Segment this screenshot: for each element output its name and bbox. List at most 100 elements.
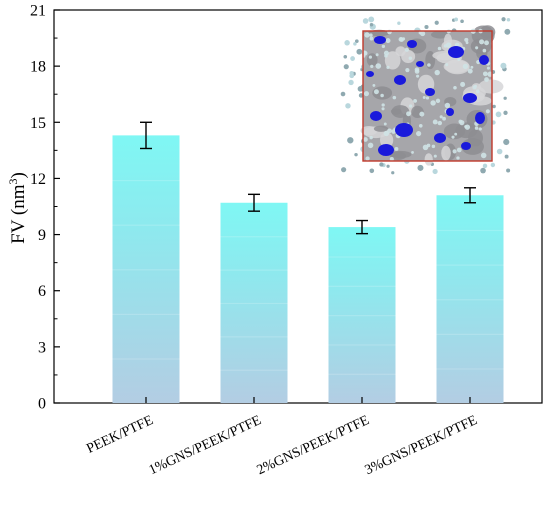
atom <box>379 162 384 167</box>
atom <box>345 103 351 109</box>
free-volume-blob <box>461 142 471 150</box>
atom <box>433 154 437 158</box>
surface-patch <box>443 123 466 140</box>
atom <box>357 86 364 92</box>
atom <box>408 104 413 108</box>
atom <box>404 47 409 52</box>
atom <box>456 156 460 160</box>
atom <box>422 96 426 100</box>
atom <box>457 57 461 61</box>
atom <box>480 152 487 159</box>
atom <box>492 104 496 109</box>
atom <box>364 32 370 38</box>
bar-texture-band <box>112 358 180 360</box>
atom <box>486 66 490 70</box>
bars-layer <box>112 135 504 403</box>
atom <box>478 127 482 131</box>
y-axis: 0 3 6 9 12 15 18 21 <box>30 3 60 413</box>
free-volume-blob <box>394 75 406 85</box>
atom <box>464 125 468 129</box>
y-axis-title-superscript: 3 <box>6 179 20 185</box>
atom <box>496 148 503 155</box>
bar-texture-band <box>220 236 288 238</box>
atom <box>460 81 466 87</box>
free-volume-blob <box>463 93 477 103</box>
free-volume-blob <box>479 55 489 65</box>
atom <box>349 71 354 76</box>
surface-patch <box>478 79 504 94</box>
bar-texture-band <box>328 315 396 317</box>
atom <box>445 42 452 48</box>
atom <box>370 64 374 69</box>
y-tick-label: 12 <box>30 171 46 188</box>
bar-texture-band <box>112 269 180 271</box>
atom <box>405 68 410 73</box>
free-volume-blob <box>374 36 386 44</box>
y-tick-label: 6 <box>38 283 46 300</box>
bar-texture-band <box>436 264 504 266</box>
atom <box>373 89 379 95</box>
atom <box>398 37 404 42</box>
bar-texture-band <box>436 333 504 335</box>
atom <box>391 129 396 134</box>
atom <box>347 137 354 144</box>
atom <box>503 138 510 146</box>
bar-texture-band <box>328 373 396 375</box>
atom <box>503 96 507 100</box>
atom <box>354 152 358 157</box>
y-tick-label: 15 <box>30 115 46 132</box>
inset-simulation-image <box>340 16 511 175</box>
y-axis-title: FV (nm3) <box>6 172 29 244</box>
atom <box>383 130 390 137</box>
atom <box>343 64 349 70</box>
y-tick-label: 21 <box>30 3 46 20</box>
atom <box>348 79 354 86</box>
free-volume-blob <box>446 108 454 116</box>
atom <box>464 37 469 42</box>
atom <box>387 29 392 35</box>
free-volume-blob <box>395 123 413 137</box>
atom <box>353 42 357 46</box>
bar-texture-band <box>220 369 288 371</box>
y-axis-title-close: ) <box>8 172 29 178</box>
bar <box>220 202 288 403</box>
atom <box>504 154 509 159</box>
bar <box>328 227 396 403</box>
atom <box>369 135 373 140</box>
atom <box>372 83 376 87</box>
atom <box>454 17 459 22</box>
atom <box>479 39 485 45</box>
atom <box>425 96 430 100</box>
free-volume-blob <box>378 144 394 156</box>
free-volume-blob <box>448 46 464 58</box>
atom <box>451 135 455 139</box>
surface-patch <box>360 126 378 136</box>
atom <box>381 107 385 111</box>
atom <box>369 23 374 27</box>
atom <box>385 38 391 44</box>
bar <box>436 195 504 403</box>
bar-texture-band <box>328 285 396 287</box>
bar-texture-band <box>112 224 180 226</box>
surface-patch <box>390 108 402 115</box>
atom <box>427 63 431 67</box>
atom <box>341 167 347 173</box>
y-tick-label: 9 <box>38 227 46 244</box>
atom <box>435 98 441 104</box>
atom <box>389 156 394 162</box>
atom <box>408 56 413 60</box>
atom <box>506 18 511 22</box>
atom <box>392 95 397 100</box>
atom <box>381 44 386 49</box>
atom <box>362 18 369 24</box>
atom <box>484 77 489 82</box>
free-volume-blob <box>416 61 424 67</box>
atom <box>367 142 374 149</box>
atom <box>437 46 442 51</box>
surface-patch <box>401 49 416 64</box>
atom <box>356 48 363 55</box>
atom <box>418 31 422 35</box>
x-tick-label: 3%GNS/PEEK/PTFE <box>363 413 480 478</box>
atom <box>460 19 464 24</box>
atom <box>386 164 390 168</box>
